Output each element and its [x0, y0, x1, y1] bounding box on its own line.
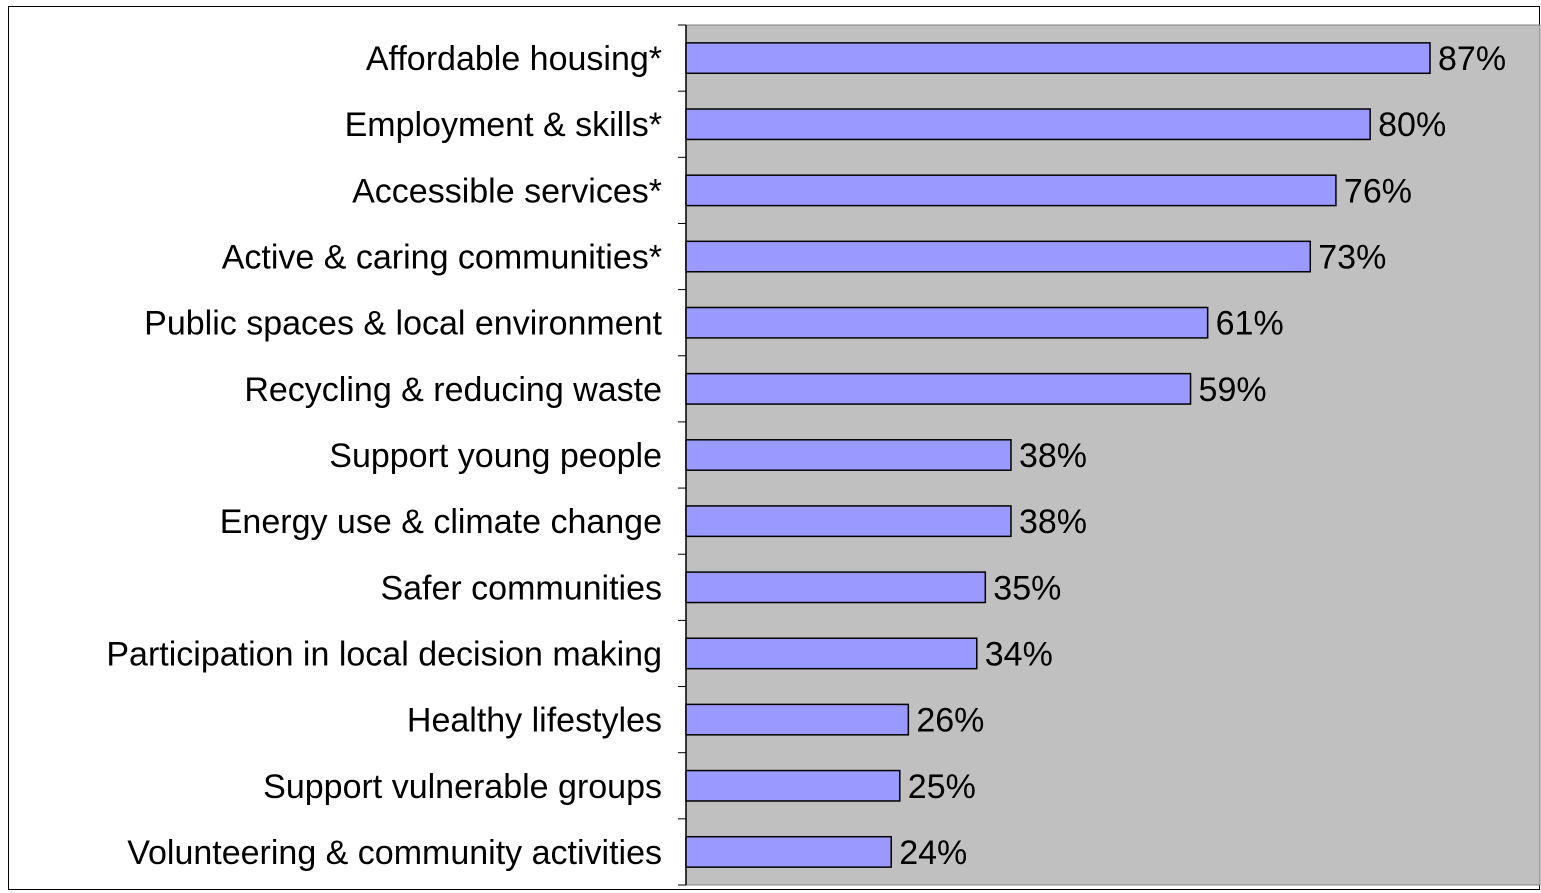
category-label: Accessible services*	[352, 172, 662, 210]
bar	[685, 240, 1312, 273]
bar	[685, 703, 910, 736]
category-label: Recycling & reducing waste	[244, 371, 662, 409]
data-label: 34%	[985, 635, 1053, 673]
data-label: 38%	[1019, 503, 1087, 541]
bar	[685, 505, 1012, 538]
data-label: 38%	[1019, 437, 1087, 475]
data-label: 35%	[993, 569, 1061, 607]
bar-chart: Affordable housing* Employment & skills* A…	[106, 24, 1541, 886]
bar	[685, 769, 901, 802]
category-label: Volunteering & community activities	[127, 834, 662, 872]
bar	[685, 439, 1012, 471]
data-label: 24%	[899, 834, 967, 872]
category-label: Participation in local decision making	[106, 635, 662, 673]
data-label: 61%	[1216, 305, 1284, 343]
data-label: 25%	[908, 768, 976, 806]
data-label: 87%	[1438, 40, 1506, 78]
bar	[685, 108, 1371, 141]
bar	[685, 835, 892, 868]
category-label: Affordable housing*	[366, 40, 662, 78]
category-label: Support young people	[329, 437, 662, 475]
bar	[685, 372, 1192, 405]
category-label: Public spaces & local environment	[144, 305, 662, 343]
category-label: Support vulnerable groups	[263, 768, 662, 806]
data-label: 76%	[1344, 172, 1412, 210]
data-label: 26%	[916, 702, 984, 740]
category-label: Safer communities	[380, 569, 662, 607]
category-label: Healthy lifestyles	[407, 702, 662, 740]
category-label: Active & caring communities*	[222, 239, 662, 277]
category-axis-ticks	[678, 24, 686, 886]
chart-frame: Affordable housing* Employment & skills* A…	[8, 6, 1541, 890]
data-label: 59%	[1199, 371, 1267, 409]
data-label: 80%	[1378, 106, 1446, 144]
bar	[685, 571, 987, 604]
bar	[685, 174, 1337, 207]
data-label: 73%	[1318, 239, 1386, 277]
category-labels: Affordable housing* Employment & skills* A…	[106, 40, 662, 872]
category-label: Energy use & climate change	[220, 503, 662, 541]
category-label: Employment & skills*	[345, 106, 662, 144]
bar	[685, 42, 1431, 75]
bar	[685, 306, 1209, 339]
bar	[685, 637, 978, 670]
bar-series	[685, 42, 1431, 868]
data-labels: 87% 80% 76% 73% 61% 59% 38% 38% 35% 34%26% 25% 24%	[899, 40, 1506, 872]
